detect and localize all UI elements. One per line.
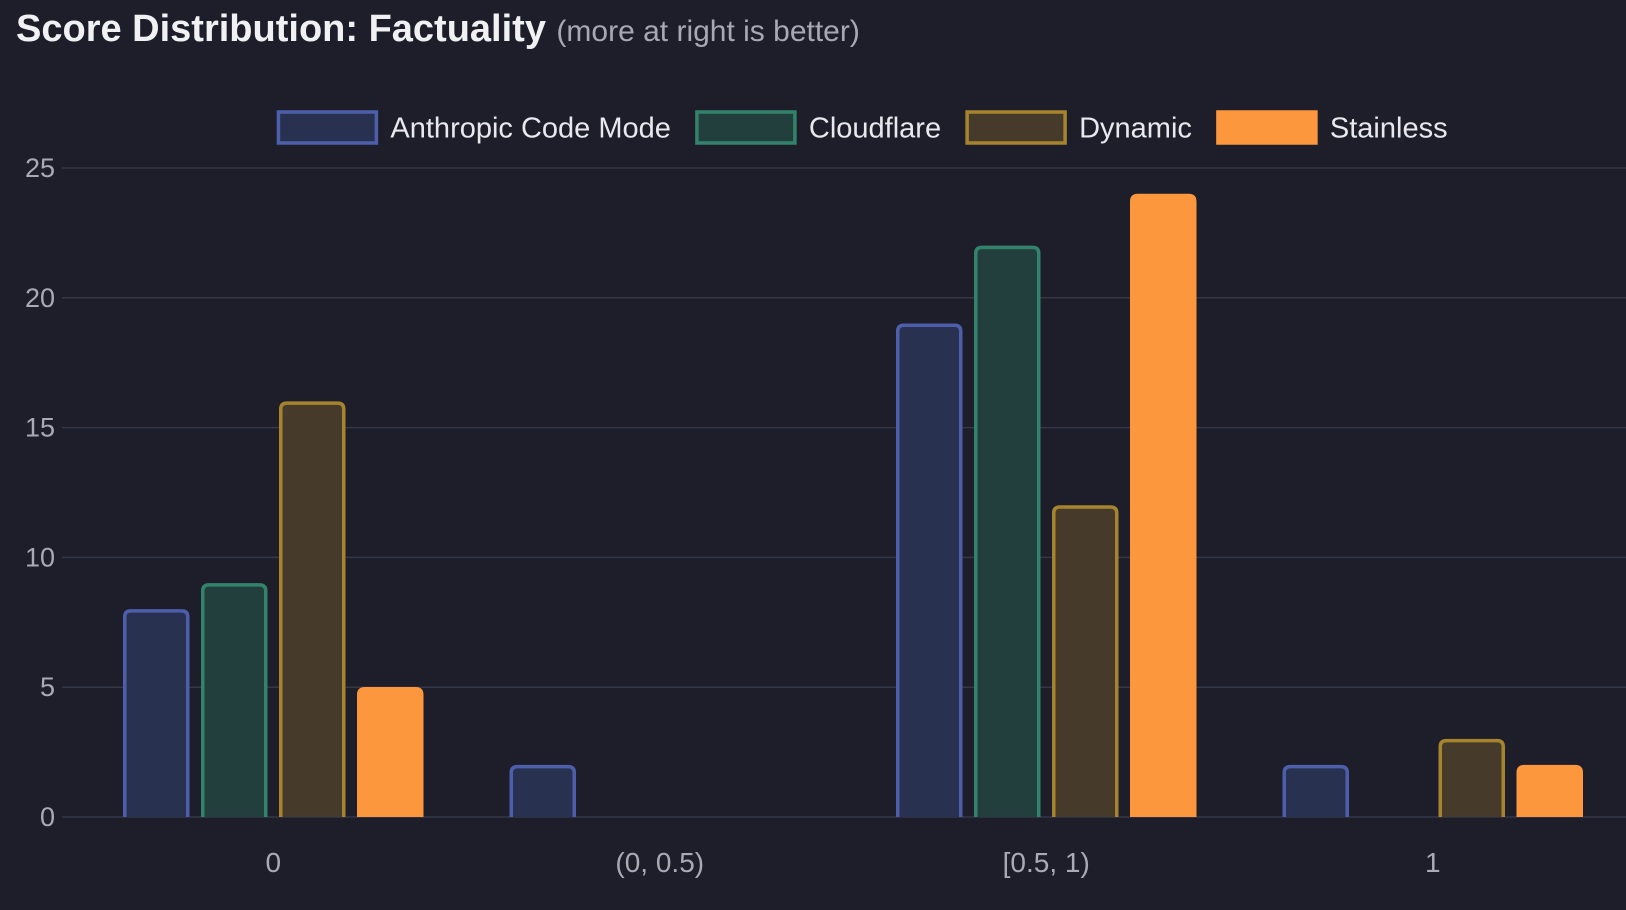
x-tick-label: (0, 0.5) <box>615 847 704 878</box>
bar-stainless <box>1130 193 1197 817</box>
bar-anthropic-code-mode <box>1282 764 1349 817</box>
legend-label: Cloudflare <box>809 113 941 145</box>
chart-title: Score Distribution: Factuality <box>16 8 546 50</box>
y-tick-label: 0 <box>40 802 55 832</box>
bar-stainless <box>357 686 424 817</box>
bar-anthropic-code-mode <box>123 609 190 817</box>
y-tick-label: 10 <box>25 542 55 572</box>
legend-swatch <box>1216 110 1318 145</box>
y-tick-label: 5 <box>40 672 55 702</box>
legend-swatch <box>695 110 797 145</box>
bar-anthropic-code-mode <box>896 323 963 817</box>
bar-dynamic <box>1438 738 1505 817</box>
bar-cloudflare <box>201 583 268 817</box>
chart-title-row: Score Distribution: Factuality (more at … <box>16 8 860 51</box>
chart-subtitle: (more at right is better) <box>556 15 860 48</box>
legend-label: Anthropic Code Mode <box>390 113 671 145</box>
legend-swatch <box>276 110 379 145</box>
y-tick-label: 15 <box>25 413 55 443</box>
x-tick-label: 1 <box>1425 847 1441 878</box>
bar-cloudflare <box>974 245 1041 817</box>
x-tick-label: 0 <box>265 847 281 878</box>
legend-label: Dynamic <box>1079 113 1192 145</box>
bar-dynamic <box>1052 505 1119 817</box>
bar-dynamic <box>279 401 346 817</box>
bar-anthropic-code-mode <box>509 764 576 817</box>
x-tick-label: [0.5, 1) <box>1003 847 1090 878</box>
legend-label: Stainless <box>1330 113 1448 145</box>
y-tick-label: 20 <box>25 283 55 313</box>
bar-stainless <box>1516 764 1583 817</box>
y-tick-label: 25 <box>25 153 55 183</box>
legend-swatch <box>965 110 1067 145</box>
